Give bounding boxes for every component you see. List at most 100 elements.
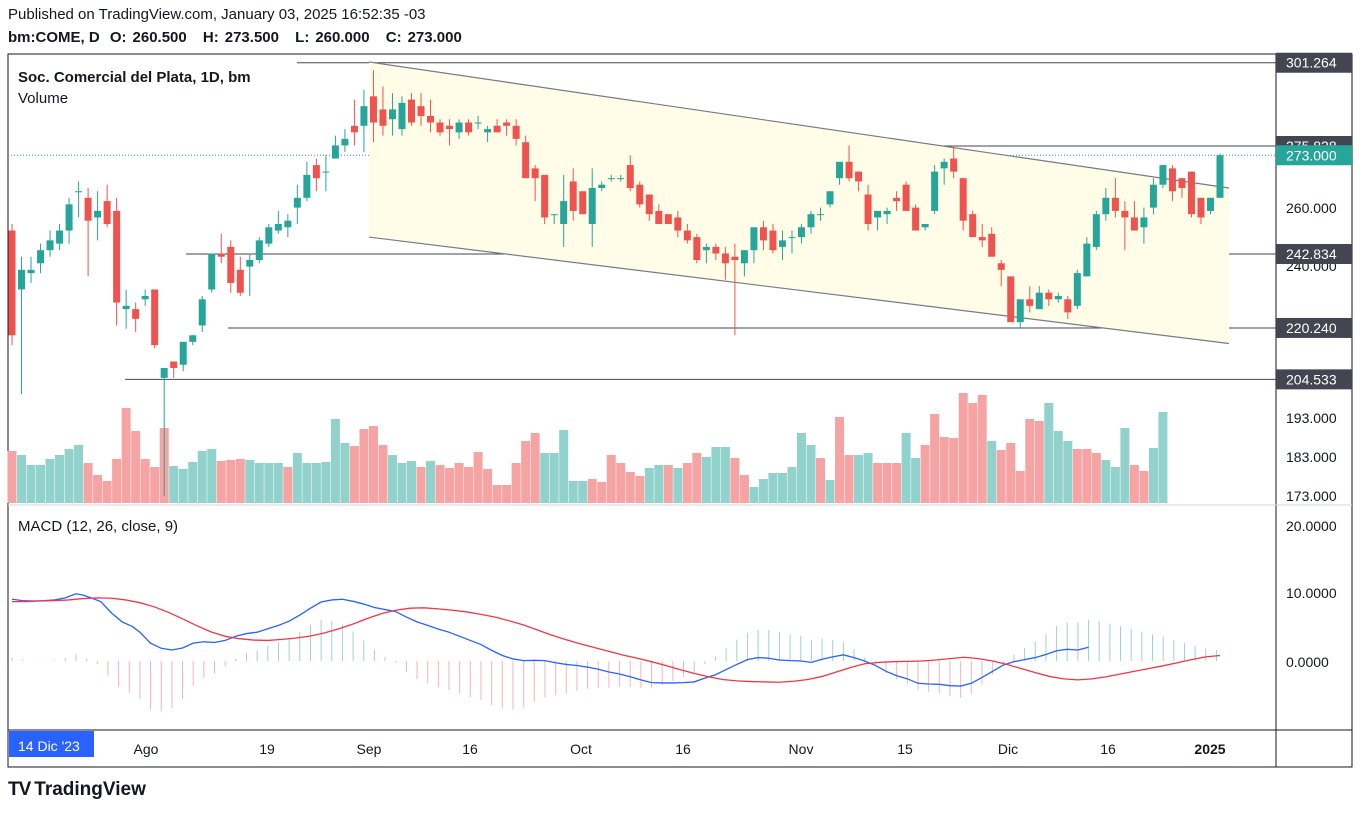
candle-body	[484, 129, 492, 133]
volume-bar	[749, 487, 759, 503]
volume-bar	[302, 463, 312, 503]
volume-bar	[226, 460, 236, 503]
tradingview-logo-icon: TV	[8, 779, 31, 800]
candle-body	[531, 168, 539, 179]
volume-bar	[340, 443, 350, 503]
volume-bar	[368, 426, 378, 503]
volume-bar	[901, 433, 911, 503]
time-tick-label: Sep	[357, 741, 382, 757]
volume-bar	[416, 467, 426, 503]
channel-upper-line	[368, 61, 1230, 189]
volume-bar	[1063, 441, 1073, 503]
volume-bar	[606, 455, 616, 503]
volume-bar	[882, 463, 892, 503]
volume-bar	[920, 445, 930, 503]
candle-body	[550, 214, 558, 216]
volume-bar	[911, 458, 921, 503]
volume-bar	[121, 408, 131, 503]
volume-bar	[245, 460, 255, 503]
candle-body	[293, 197, 301, 208]
volume-bar	[464, 467, 474, 503]
symbol-label: bm:COME, D	[8, 29, 100, 46]
candle-body	[655, 210, 663, 224]
candle-body	[817, 214, 825, 216]
channel-fill	[369, 61, 1229, 344]
volume-bar	[1110, 467, 1120, 503]
candle-body	[1168, 168, 1176, 192]
candle-body	[674, 217, 682, 231]
volume-bar	[216, 461, 226, 503]
candle-body	[836, 161, 844, 179]
candle-body	[1130, 217, 1138, 231]
volume-bar	[559, 430, 569, 503]
volume-bar	[835, 417, 845, 503]
candle-body	[959, 178, 967, 221]
tradingview-brand[interactable]: TV TradingView	[8, 778, 146, 802]
volume-bar	[1072, 449, 1082, 503]
volume-bar	[635, 476, 645, 503]
candle-body	[1045, 292, 1053, 300]
volume-bar	[17, 455, 27, 503]
volume-bar	[568, 481, 578, 503]
volume-bar	[235, 459, 245, 503]
candle-body	[170, 361, 178, 369]
price-axis-label: 220.240	[1286, 320, 1337, 336]
price-axis-label-bg	[1276, 145, 1352, 166]
volume-bar	[597, 482, 607, 503]
volume-bar	[112, 459, 122, 503]
volume-bar	[663, 465, 673, 503]
volume-bar	[625, 472, 635, 503]
candle-body	[826, 191, 834, 205]
volume-bar	[1034, 421, 1044, 503]
volume-bar	[131, 431, 141, 503]
volume-bar	[1120, 428, 1130, 503]
volume-bar	[178, 469, 188, 503]
candle-body	[731, 256, 739, 261]
candle-body	[65, 204, 73, 231]
candle-body	[522, 142, 530, 179]
volume-bar	[1139, 471, 1149, 503]
price-axis-label: 301.264	[1286, 55, 1337, 71]
price-tick-label: 193.000	[1286, 410, 1337, 426]
candle-body	[864, 194, 872, 224]
candle-body	[579, 191, 587, 215]
candle-body	[141, 296, 149, 300]
candle-body	[350, 125, 358, 133]
volume-bar	[387, 455, 397, 503]
candle-body	[303, 174, 311, 198]
candle-body	[921, 223, 929, 228]
candle-body	[1092, 214, 1100, 247]
volume-bar	[949, 438, 959, 503]
ohlc-line: bm:COME, D O: 260.500 H: 273.500 L: 260.000…	[8, 29, 474, 46]
candle-body	[560, 201, 568, 224]
candle-body	[331, 145, 339, 159]
time-tick-label: Dic	[998, 741, 1018, 757]
candle-body	[750, 227, 758, 251]
volume-bar	[816, 458, 826, 503]
volume-bar	[454, 463, 464, 503]
price-axis-label-bg	[1276, 244, 1352, 264]
volume-bar	[64, 449, 74, 503]
volume-bar	[692, 453, 702, 503]
candle-body	[436, 122, 444, 133]
volume-bar	[1053, 431, 1063, 503]
price-axis-label-bg	[1276, 52, 1352, 73]
candle-body	[217, 253, 225, 257]
volume-bar	[74, 445, 84, 503]
candle-body	[893, 197, 901, 202]
candle-body	[997, 263, 1005, 270]
date-cursor-label: 14 Dic '23	[18, 738, 80, 754]
candle-body	[113, 210, 121, 303]
volume-bar	[673, 468, 683, 503]
volume-bar	[521, 441, 531, 503]
candle-body	[874, 210, 882, 218]
candle-body	[769, 230, 777, 251]
candle-body	[84, 197, 92, 221]
volume-bar	[644, 468, 654, 503]
price-axis-label: 204.533	[1286, 371, 1337, 387]
signal-line	[12, 597, 1221, 683]
candle-body	[94, 210, 102, 218]
volume-bar	[1129, 465, 1139, 503]
volume-bar	[1091, 453, 1101, 503]
